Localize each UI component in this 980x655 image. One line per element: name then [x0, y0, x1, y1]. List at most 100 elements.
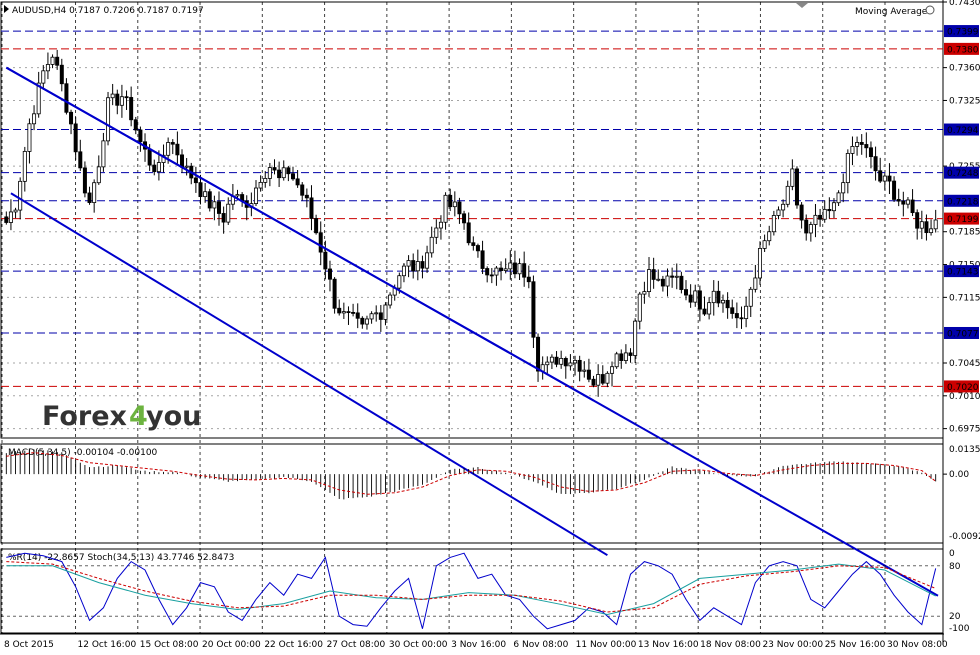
x-tick-label: 15 Oct 08:00: [140, 640, 199, 650]
candle-body: [110, 93, 115, 99]
candle-body: [295, 178, 300, 186]
candle-body: [45, 64, 50, 72]
candle-body: [674, 275, 679, 278]
candle-body: [198, 182, 203, 198]
y-tick-label: 0.6975: [949, 425, 980, 435]
candle-body: [69, 111, 74, 125]
x-tick-label: 6 Nov 08:00: [513, 640, 568, 650]
y-tick-label: 0.7325: [949, 96, 980, 106]
candle-body: [401, 265, 406, 277]
candle-body: [253, 187, 258, 204]
candle-body: [184, 165, 189, 168]
candle-body: [882, 175, 887, 182]
candle-body: [910, 199, 915, 214]
settings-icon: [925, 5, 935, 15]
candle-body: [929, 228, 934, 234]
williams-r-line: [6, 552, 937, 630]
candle-body: [341, 311, 346, 314]
candle-body: [734, 313, 739, 319]
candle-body: [119, 96, 124, 106]
candle-body: [27, 123, 32, 152]
candle-body: [568, 362, 573, 367]
candle-body: [429, 236, 434, 254]
candle-body: [559, 358, 564, 365]
candle-body: [489, 274, 494, 277]
candle-body: [180, 154, 185, 168]
candle-body: [563, 358, 568, 367]
candle-body: [457, 201, 462, 215]
level-tag-0.7218: [944, 194, 979, 207]
candle-body: [106, 97, 111, 142]
candle-body: [166, 142, 171, 156]
oscillator-title: %R(14) -22.8657 Stoch(34,5,13) 43.7746 5…: [8, 553, 234, 563]
candle-body: [767, 231, 772, 242]
candle-body: [684, 289, 689, 296]
candle-body: [896, 199, 901, 202]
level-tag-0.7248: [944, 166, 979, 179]
candle-body: [818, 214, 823, 220]
candle-body: [887, 175, 892, 182]
candle-body: [327, 268, 332, 280]
candle-body: [383, 304, 388, 320]
candle-body: [647, 269, 652, 292]
logo-text-forex: Forex: [42, 401, 127, 432]
candle-body: [438, 221, 443, 229]
stoch-main-line: [6, 563, 936, 616]
candle-body: [873, 156, 878, 172]
candle-body: [133, 119, 138, 131]
candle-body: [785, 185, 790, 205]
x-tick-label: 30 Nov 08:00: [887, 640, 948, 650]
candle-body: [258, 181, 263, 189]
level-tag-0.7294: [944, 123, 979, 136]
candle-body: [452, 201, 457, 208]
x-tick-label: 25 Nov 16:00: [825, 640, 886, 650]
candle-body: [651, 269, 656, 280]
candle-body: [221, 213, 226, 223]
candle-body: [781, 203, 786, 211]
candle-body: [55, 56, 60, 66]
candle-body: [73, 123, 78, 153]
osc-y-tick-label: 0: [949, 549, 955, 559]
candle-body: [156, 162, 161, 173]
candle-body: [577, 359, 582, 372]
level-label: 0.7143: [947, 268, 979, 278]
candle-body: [466, 222, 471, 244]
candle-body: [475, 245, 480, 252]
candle-body: [170, 142, 175, 145]
x-tick-label: 27 Oct 08:00: [327, 640, 386, 650]
candle-body: [905, 199, 910, 205]
candle-body: [933, 219, 938, 230]
level-label: 0.7294: [947, 126, 979, 136]
candle-body: [693, 290, 698, 303]
level-label: 0.7077: [947, 329, 979, 339]
candle-body: [799, 204, 804, 221]
x-tick-label: 23 Nov 00:00: [762, 640, 823, 650]
candle-body: [536, 336, 541, 372]
candle-body: [753, 277, 758, 290]
candle-body: [406, 260, 411, 267]
candle-body: [503, 268, 508, 271]
candle-body: [96, 166, 101, 184]
candle-body: [855, 142, 860, 147]
candle-body: [272, 167, 277, 171]
candle-body: [360, 317, 365, 325]
candle-body: [637, 293, 642, 322]
candle-body: [665, 275, 670, 287]
candle-body: [720, 299, 725, 304]
candle-body: [748, 288, 753, 307]
candle-body: [549, 356, 554, 363]
candle-body: [59, 64, 64, 85]
candle-body: [531, 281, 536, 338]
candle-body: [605, 372, 610, 384]
candle-body: [711, 290, 716, 304]
candle-body: [512, 262, 517, 275]
level-tag-0.7077: [944, 326, 979, 339]
candle-body: [545, 361, 550, 366]
candle-body: [827, 208, 832, 212]
candle-body: [364, 318, 369, 325]
candle-body: [300, 184, 305, 196]
candle-body: [573, 359, 578, 364]
